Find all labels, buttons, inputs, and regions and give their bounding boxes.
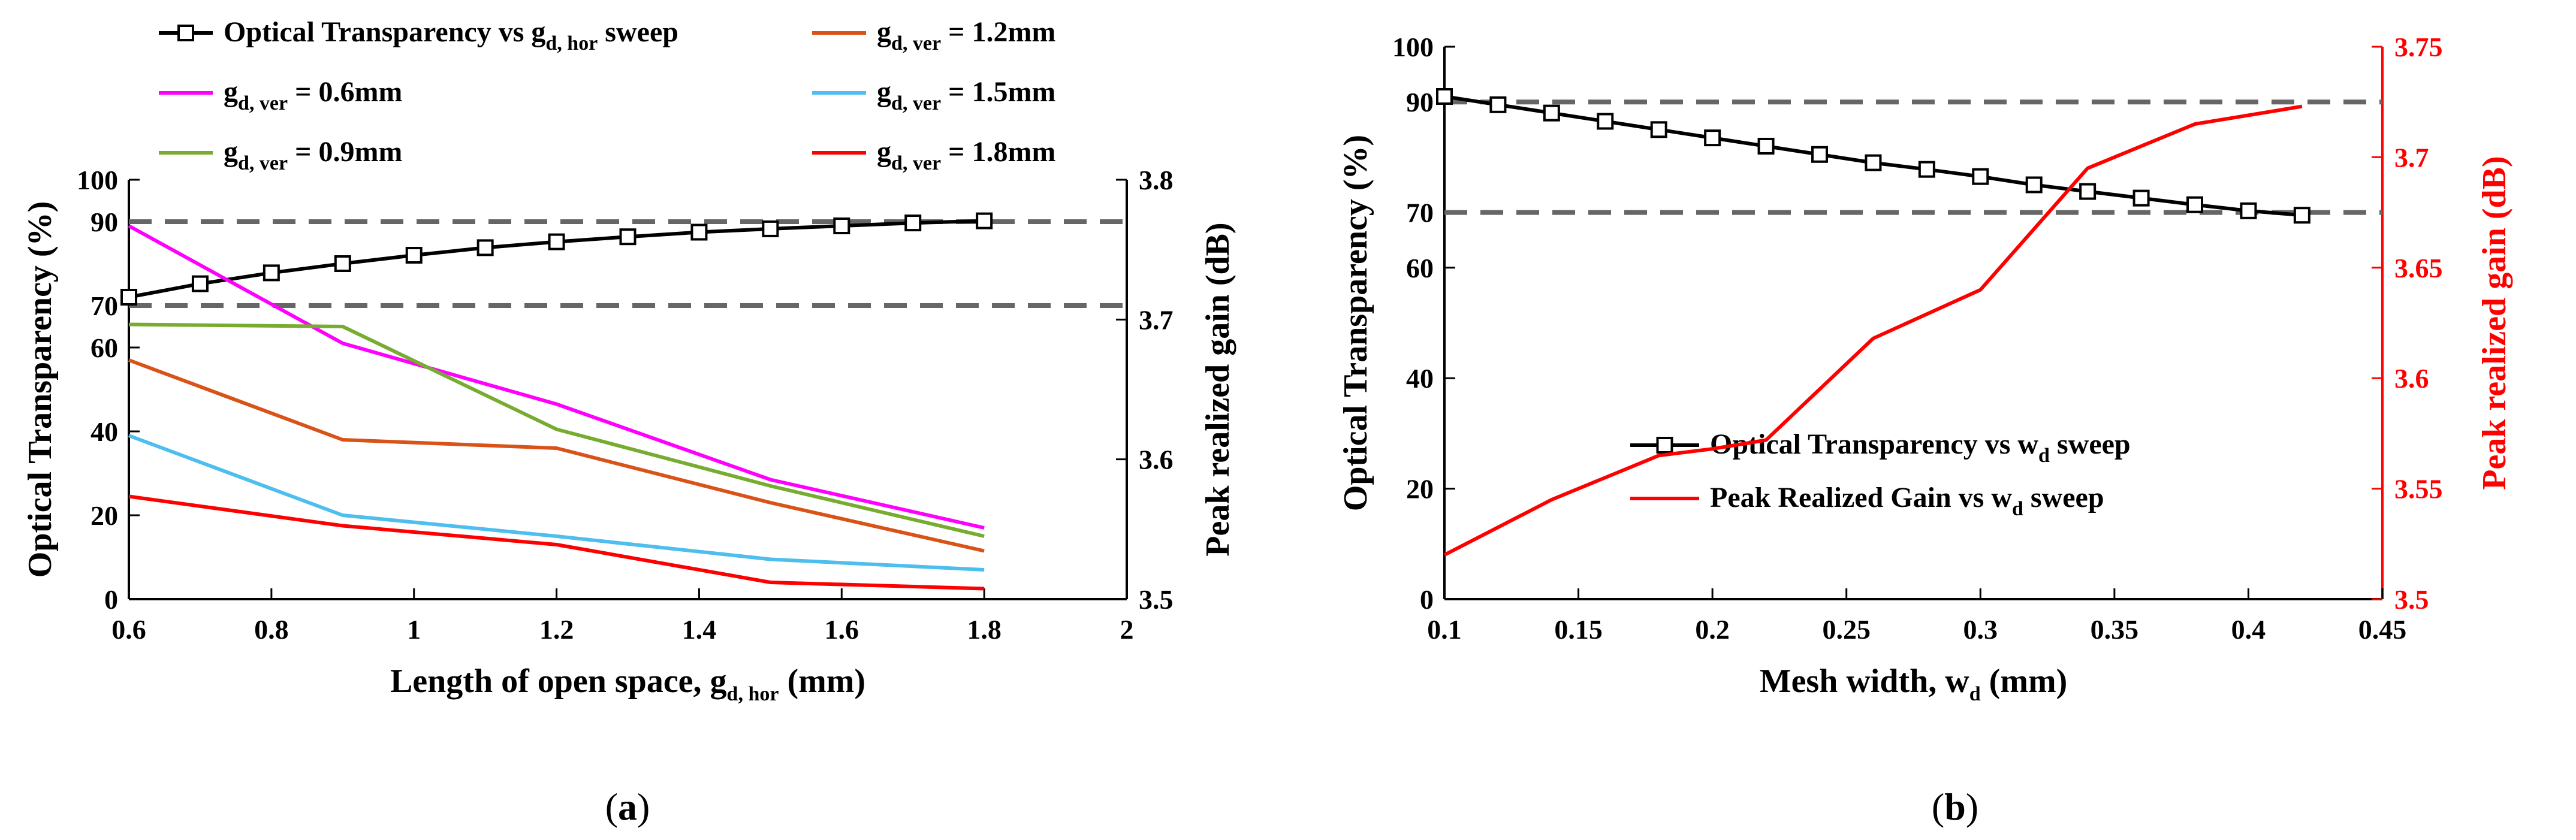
legend-label-0: Optical Transparency vs gd, hor sweep <box>224 16 678 55</box>
data-point <box>476 239 494 256</box>
x-tick-label: 2 <box>1120 614 1134 645</box>
legend-label-0: Optical Transparency vs wd sweep <box>1710 428 2131 467</box>
data-point <box>191 275 209 292</box>
data-point <box>1436 87 1453 105</box>
chart-panel-a: 0.6 0.8 1 1.2 1.4 1.6 1.8 2020406070901003.53.6… <box>22 16 1236 828</box>
data-point <box>619 228 637 246</box>
y-tick-label: 40 <box>1406 363 1434 394</box>
panel-caption: (b) <box>1932 785 1978 828</box>
y-tick-label: 0 <box>104 584 118 615</box>
y2-tick-label: 3.5 <box>2394 584 2429 615</box>
legend-label-3: gd, ver = 1.2mm <box>877 16 1055 55</box>
x-tick-label: 0.25 <box>1822 614 1871 645</box>
x-tick-label: 1.4 <box>682 614 717 645</box>
data-point <box>1811 146 1828 163</box>
data-point <box>334 255 351 272</box>
data-point <box>1757 137 1775 155</box>
data-point <box>2132 189 2150 207</box>
data-point <box>690 223 708 241</box>
data-point <box>2293 207 2310 224</box>
y2-tick-label: 3.7 <box>2394 142 2429 173</box>
x-tick-label: 1.8 <box>967 614 1002 645</box>
series-line-5 <box>128 494 985 591</box>
data-point <box>833 217 850 234</box>
y-axis-label: Optical Transparency (%) <box>1337 135 1374 511</box>
data-point <box>263 264 280 282</box>
y-tick-label: 0 <box>1420 584 1434 615</box>
x-tick-label: 0.8 <box>254 614 289 645</box>
y2-tick-label: 3.8 <box>1139 165 1174 195</box>
data-point <box>2025 176 2043 194</box>
data-point <box>1918 161 1935 178</box>
x-tick-label: 1.6 <box>825 614 859 645</box>
x-tick-label: 0.3 <box>1963 614 1998 645</box>
y2-tick-label: 3.6 <box>2394 363 2429 394</box>
chart-panel-b: 0.1 0.15 0.2 0.25 0.3 0.35 0.4 0.45 0 20 40 60 70 90 1… <box>1337 32 2513 828</box>
x-tick-label: 0.35 <box>2091 614 2139 645</box>
y2-tick-label: 3.5 <box>1139 584 1174 615</box>
data-point <box>548 233 565 250</box>
series-line-0 <box>128 219 985 299</box>
data-point <box>405 247 423 264</box>
y-tick-label: 40 <box>91 416 118 447</box>
y-tick-label: 70 <box>1406 198 1434 228</box>
legend-label-4: gd, ver = 1.5mm <box>877 76 1055 114</box>
y2-tick-label: 3.65 <box>2394 253 2443 283</box>
data-point <box>1865 154 1882 171</box>
y-tick-label: 70 <box>91 291 118 321</box>
y-tick-label: 100 <box>77 165 118 195</box>
legend-label-5: gd, ver = 1.8mm <box>877 136 1055 174</box>
data-point <box>1489 96 1507 113</box>
legend-marker <box>177 25 194 41</box>
data-point <box>1543 104 1560 122</box>
x-tick-label: 1.2 <box>539 614 574 645</box>
series-line-1 <box>128 224 985 530</box>
y-tick-label: 90 <box>91 207 118 237</box>
y2-axis-label: Peak realized gain (dB) <box>1199 222 1236 556</box>
data-point <box>2186 196 2203 213</box>
data-point <box>2240 202 2257 219</box>
series-line-3 <box>128 358 985 553</box>
x-tick-label: 0.45 <box>2358 614 2407 645</box>
data-point <box>1704 129 1721 147</box>
y2-axis-label: Peak realized gain (dB) <box>2476 156 2513 490</box>
data-point <box>1597 113 1614 130</box>
data-point <box>1972 168 1989 185</box>
y-tick-label: 20 <box>1406 474 1434 504</box>
x-axis-label: Mesh width, wd (mm) <box>1760 663 2068 705</box>
legend-label-1: gd, ver = 0.6mm <box>224 76 402 114</box>
y2-tick-label: 3.75 <box>2394 32 2443 62</box>
y-tick-label: 60 <box>1406 253 1434 283</box>
data-point <box>1650 121 1667 138</box>
y-tick-label: 60 <box>91 333 118 363</box>
y2-tick-label: 3.7 <box>1139 304 1174 335</box>
y-tick-label: 100 <box>1392 32 1434 62</box>
data-point <box>904 214 922 232</box>
series-line-2 <box>128 322 985 538</box>
y-tick-label: 90 <box>1406 87 1434 117</box>
series-line-1 <box>1443 104 2303 557</box>
y2-tick-label: 3.6 <box>1139 445 1174 475</box>
x-tick-label: 0.15 <box>1554 614 1603 645</box>
x-tick-label: 1 <box>407 614 421 645</box>
y-tick-label: 20 <box>91 500 118 531</box>
x-axis-label: Length of open space, gd, hor (mm) <box>390 663 865 705</box>
data-point <box>120 289 137 306</box>
panel-caption: (a) <box>605 785 650 828</box>
legend-label-2: gd, ver = 0.9mm <box>224 136 402 174</box>
data-point <box>762 220 779 237</box>
x-tick-label: 0.1 <box>1427 614 1462 645</box>
x-tick-label: 0.4 <box>2231 614 2266 645</box>
data-point <box>2079 183 2097 200</box>
data-point <box>976 212 993 229</box>
y-axis-label: Optical Transparency (%) <box>22 201 59 578</box>
legend-label-1: Peak Realized Gain vs wd sweep <box>1710 482 2104 520</box>
x-tick-label: 0.6 <box>111 614 146 645</box>
y2-tick-label: 3.55 <box>2394 474 2443 504</box>
legend-marker <box>1656 437 1673 454</box>
x-tick-label: 0.2 <box>1695 614 1730 645</box>
series-line-4 <box>128 434 985 572</box>
